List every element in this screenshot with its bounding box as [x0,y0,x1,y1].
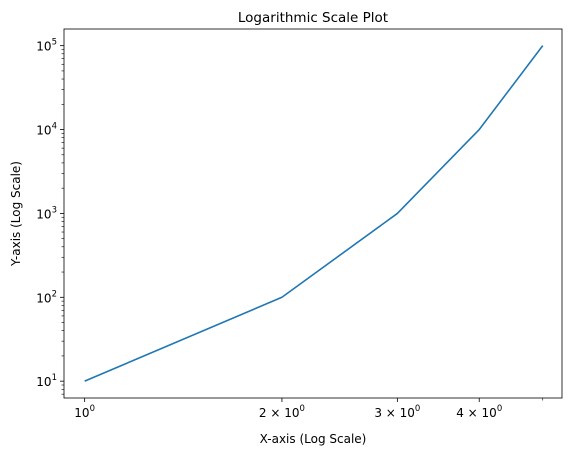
x-axis-ticks: 100 2 × 100 3 × 100 4 × 100 [74,398,544,420]
series-layer [84,45,544,382]
y-tick-label: 103 [36,205,57,221]
x-tick-label: 4 × 100 [456,404,502,420]
series-line [84,45,544,382]
y-tick-label: 105 [36,38,57,54]
y-axis-label: Y-axis (Log Scale) [9,161,23,267]
x-axis-label: X-axis (Log Scale) [260,432,367,446]
y-axis-ticks: 101 102 103 104 105 [36,38,64,395]
x-tick-label: 3 × 100 [374,404,420,420]
chart-title: Logarithmic Scale Plot [238,10,388,26]
y-tick-label: 104 [36,122,57,138]
plot-area-frame [63,28,563,399]
x-tick-label: 100 [74,404,95,420]
x-tick-label: 2 × 100 [259,404,305,420]
y-tick-label: 101 [36,373,57,389]
y-tick-label: 102 [36,289,57,305]
